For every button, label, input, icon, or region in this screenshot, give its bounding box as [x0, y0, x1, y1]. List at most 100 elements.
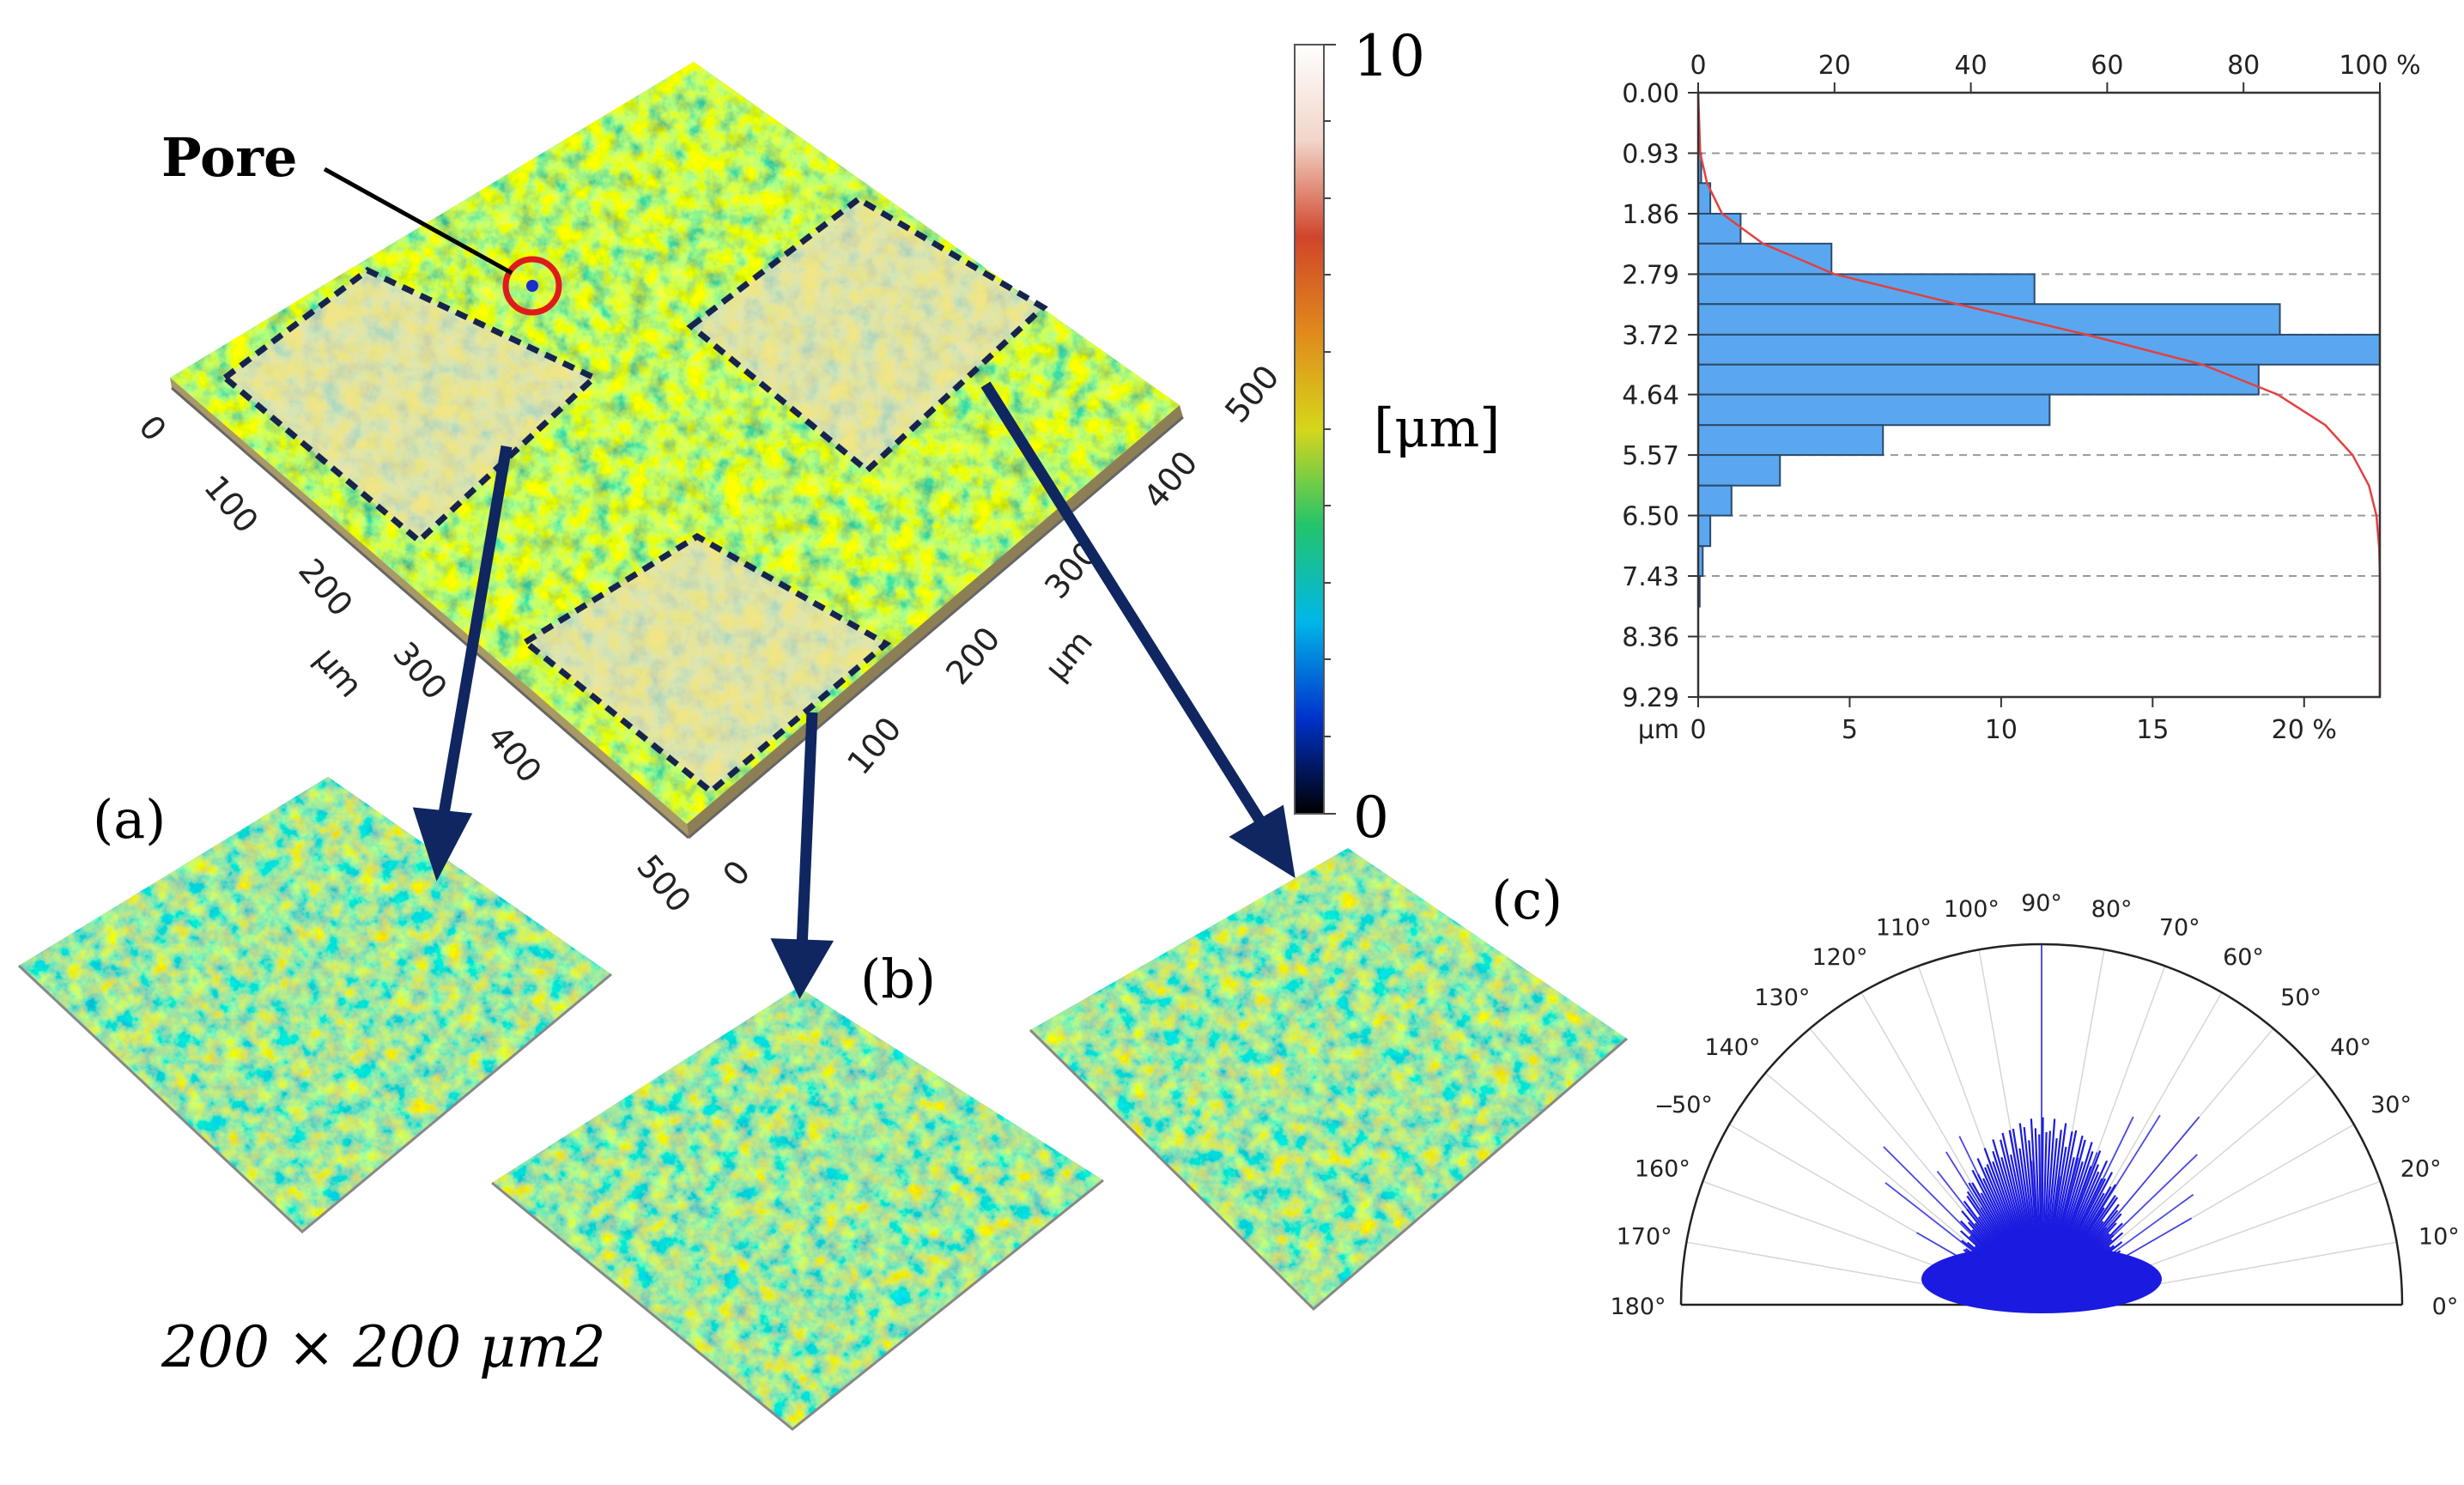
- main-y-tick: 400: [1136, 444, 1205, 516]
- main-y-tick: 500: [1217, 358, 1286, 430]
- panel-b-label: (b): [860, 948, 936, 1010]
- hist-bar: [1697, 454, 1781, 487]
- arrow-to-a-head: [412, 807, 473, 882]
- hist-y-tick-label: 8.36: [1622, 623, 1679, 653]
- polar-angle-label: 20°: [2400, 1155, 2442, 1182]
- hist-bar: [1697, 303, 2281, 336]
- polar-angle-label: 130°: [1754, 985, 1810, 1011]
- hist-bar: [1697, 484, 1733, 517]
- pore-dot: [526, 280, 538, 292]
- arrow-to-c-head: [1229, 804, 1296, 879]
- hist-y-tick-label: 6.50: [1622, 502, 1679, 532]
- polar-angle-label: 90°: [2021, 890, 2062, 917]
- hist-x-top-tick-label: 100 %: [2339, 51, 2420, 81]
- direction-rose: 0° 10° 20° 30° 40° 50° 60° 70° 80° 90° 100° 110° 120…: [1610, 890, 2459, 1320]
- pore-marker[interactable]: [502, 256, 562, 316]
- main-y-axis: [688, 415, 1184, 839]
- polar-angle-label: 60°: [2223, 944, 2264, 971]
- hist-y-tick-label: 4.64: [1622, 381, 1679, 411]
- colorbar-ticks: [1324, 44, 1336, 815]
- hist-x-top-tick-label: 80: [2227, 51, 2260, 81]
- polar-angle-label: 70°: [2159, 914, 2200, 941]
- arrow-to-b-head: [770, 938, 834, 999]
- main-y-tick: 0: [715, 853, 757, 894]
- main-y-unit: μm: [1037, 623, 1100, 688]
- region-c-overlay[interactable]: [686, 195, 1048, 475]
- polar-angle-label: 140°: [1704, 1034, 1760, 1061]
- main-x-axis: [171, 386, 689, 839]
- main-x-tick: 400: [480, 718, 549, 791]
- hist-bar: [1697, 363, 2260, 396]
- scale-note: 200 × 200 μm2: [161, 1314, 606, 1380]
- hist-y-tick-label: 0.93: [1622, 139, 1679, 169]
- polar-angle-label: 10°: [2418, 1223, 2460, 1250]
- polar-angle-label: 100°: [1944, 896, 2000, 923]
- polar-angle-label: 110°: [1876, 914, 1932, 941]
- main-x-tick: 500: [629, 848, 698, 920]
- colorbar-unit: [μm]: [1374, 397, 1500, 459]
- arrow-to-a: [436, 445, 513, 826]
- hist-bar: [1697, 333, 2381, 366]
- panel-c-label: (c): [1491, 869, 1563, 931]
- hist-cumulative-curve: [1696, 92, 2382, 697]
- hist-bar: [1697, 212, 1742, 245]
- height-histogram: 0.00 0.93 1.86 2.79 3.72 4.64 5.57 6.50 7.43 8.36…: [1622, 51, 2420, 745]
- main-x-unit: μm: [307, 640, 370, 705]
- hist-y-unit: μm: [1638, 715, 1679, 745]
- polar-angle-label: 40°: [2330, 1034, 2371, 1061]
- main-x-tick: 0: [131, 409, 173, 449]
- colorbar-min-label: 0: [1353, 785, 1389, 851]
- polar-center-fill: [1921, 1245, 2162, 1313]
- hist-bar: [1697, 514, 1712, 548]
- subregion-c-edge: [1029, 1028, 1628, 1312]
- main-surface-map: Pore 0 100 200 300 400 500 μm 0 100 200 …: [131, 62, 1287, 920]
- hist-y-tick-label: 2.79: [1622, 260, 1679, 290]
- hist-x-top-tick-label: 60: [2091, 51, 2123, 81]
- subregion-b-edge: [491, 1179, 1104, 1431]
- subregion-a-edge: [17, 964, 612, 1234]
- hist-y-tick-label: 7.43: [1622, 562, 1679, 592]
- polar-angle-label: 80°: [2091, 896, 2133, 923]
- hist-x-bottom-tick-label: 20 %: [2272, 715, 2337, 745]
- hist-bar: [1697, 424, 1884, 457]
- color-scale: 10 0 [μm]: [1294, 23, 1500, 851]
- hist-y-tick-label: 1.86: [1622, 200, 1679, 230]
- hist-x-bottom-tick-label: 10: [1985, 715, 2018, 745]
- hist-x-top-tick-label: 40: [1955, 51, 1988, 81]
- polar-angle-label: 30°: [2370, 1092, 2412, 1118]
- arrow-to-c: [980, 381, 1267, 827]
- hist-y-tick-label: 0.00: [1622, 79, 1679, 109]
- hist-bar: [1697, 273, 2036, 306]
- main-surface-side-left: [170, 378, 689, 838]
- main-x-tick: 200: [291, 552, 360, 624]
- hist-frame: [1696, 91, 2382, 699]
- hist-x-bottom-tick-label: 15: [2136, 715, 2169, 745]
- polar-angle-label: 170°: [1617, 1223, 1672, 1250]
- region-arrows: [412, 381, 1296, 999]
- polar-angle-label: ̶50°: [1656, 1092, 1713, 1118]
- polar-angle-label: 120°: [1812, 944, 1867, 971]
- main-y-tick: 200: [938, 620, 1007, 692]
- main-x-tick: 300: [385, 635, 454, 707]
- colorbar: [1294, 44, 1325, 815]
- region-b-overlay[interactable]: [519, 532, 892, 796]
- region-a-overlay[interactable]: [220, 266, 600, 545]
- pore-label: Pore: [161, 126, 297, 189]
- hist-bar: [1697, 242, 1833, 276]
- hist-bar: [1697, 393, 2051, 427]
- hist-x-top-tick-label: 20: [1818, 51, 1851, 81]
- polar-angle-label: 160°: [1635, 1155, 1690, 1182]
- main-x-tick: 100: [197, 469, 265, 541]
- arrow-to-b: [796, 712, 818, 949]
- hist-y-tick-label: 9.29: [1622, 683, 1679, 713]
- polar-angle-label: 50°: [2280, 985, 2321, 1011]
- main-y-tick: 100: [840, 710, 908, 782]
- hist-x-top-tick-label: 0: [1690, 51, 1706, 81]
- polar-angle-label: 0°: [2432, 1294, 2459, 1320]
- panel-a-label: (a): [93, 788, 166, 851]
- polar-angle-label: 180°: [1610, 1294, 1666, 1320]
- hist-y-tick-label: 5.57: [1622, 441, 1679, 471]
- pore-leader-line: [323, 167, 513, 276]
- colorbar-max-label: 10: [1353, 23, 1425, 89]
